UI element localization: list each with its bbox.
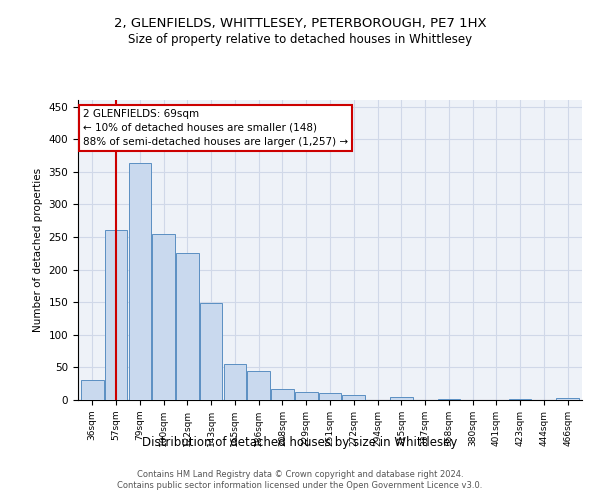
Text: Contains public sector information licensed under the Open Government Licence v3: Contains public sector information licen…: [118, 481, 482, 490]
Bar: [319, 394, 341, 400]
Text: Distribution of detached houses by size in Whittlesey: Distribution of detached houses by size …: [142, 436, 458, 449]
Bar: [509, 398, 532, 400]
Y-axis label: Number of detached properties: Number of detached properties: [33, 168, 43, 332]
Bar: [437, 398, 460, 400]
Bar: [81, 380, 104, 400]
Bar: [390, 396, 413, 400]
Bar: [295, 392, 317, 400]
Text: 2 GLENFIELDS: 69sqm
← 10% of detached houses are smaller (148)
88% of semi-detac: 2 GLENFIELDS: 69sqm ← 10% of detached ho…: [83, 109, 348, 147]
Text: Size of property relative to detached houses in Whittlesey: Size of property relative to detached ho…: [128, 32, 472, 46]
Text: 2, GLENFIELDS, WHITTLESEY, PETERBOROUGH, PE7 1HX: 2, GLENFIELDS, WHITTLESEY, PETERBOROUGH,…: [113, 18, 487, 30]
Bar: [200, 304, 223, 400]
Bar: [271, 389, 294, 400]
Bar: [152, 234, 175, 400]
Bar: [105, 230, 127, 400]
Bar: [343, 395, 365, 400]
Bar: [128, 164, 151, 400]
Bar: [556, 398, 579, 400]
Bar: [224, 364, 246, 400]
Bar: [176, 254, 199, 400]
Text: Contains HM Land Registry data © Crown copyright and database right 2024.: Contains HM Land Registry data © Crown c…: [137, 470, 463, 479]
Bar: [247, 372, 270, 400]
